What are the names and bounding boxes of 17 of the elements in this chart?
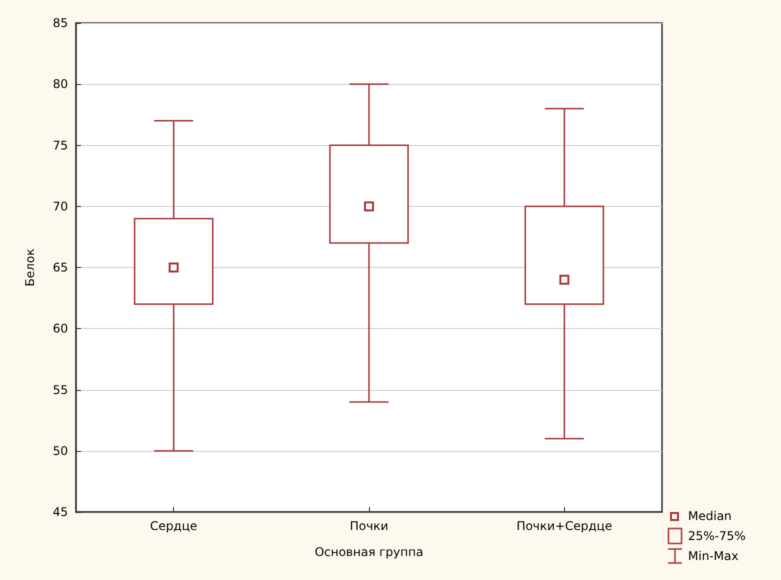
text: 25%-75% — [688, 529, 746, 543]
y-tick-label: 50 — [52, 444, 68, 458]
y-tick-label: 70 — [52, 199, 68, 214]
x-tick-label: Почки+Сердце — [516, 519, 612, 533]
y-axis-title: Белок — [23, 248, 37, 286]
y-tick-label: 65 — [52, 260, 68, 274]
y-tick-label: 85 — [52, 16, 68, 30]
y-tick-label: 55 — [52, 382, 68, 397]
y-tick-label: 75 — [52, 138, 68, 152]
x-tick-label: Сердце — [150, 519, 198, 533]
x-axis-title: Основная группа — [314, 545, 424, 559]
text: Min-Max — [688, 549, 738, 563]
y-tick-label: 80 — [52, 77, 68, 92]
y-tick-label: 45 — [52, 505, 68, 519]
text: Median — [688, 509, 732, 523]
x-tick-label: Почки — [350, 519, 388, 533]
y-tick-label: 60 — [52, 322, 68, 336]
